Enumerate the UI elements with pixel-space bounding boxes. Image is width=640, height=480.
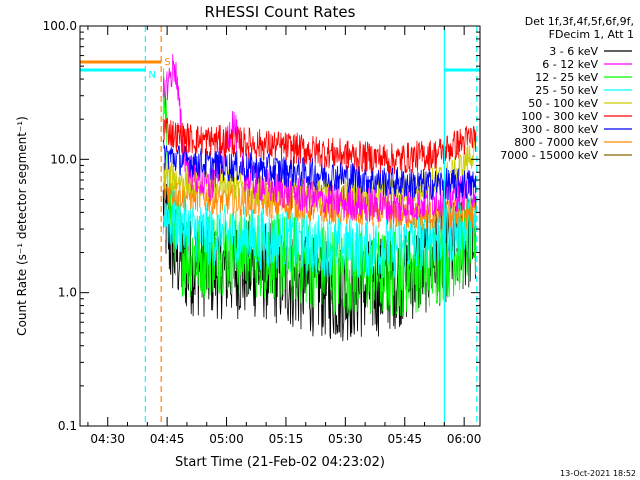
legend-entry-label: 800 - 7000 keV [514,136,598,149]
y-tick-label: 100.0 [43,19,77,33]
x-tick-label: 04:30 [90,432,125,446]
x-axis-label: Start Time (21-Feb-02 04:23:02) [175,455,385,470]
legend-entry-label: 50 - 100 keV [528,97,598,110]
x-tick-label: 04:45 [150,432,185,446]
trace-25-50-kev [162,190,477,279]
y-tick-label: 10.0 [50,152,77,166]
x-tick-label: 05:15 [269,432,304,446]
y-axis-label: Count Rate (s⁻¹ detector segment⁻¹) [15,116,29,336]
trace-6-12-kev [162,54,477,225]
plot-frame [79,25,481,427]
y-tick-label: 0.1 [58,419,77,433]
legend-entry-label: 100 - 300 keV [521,110,598,123]
legend-header-line-2: FDecim 1, Att 1 [549,28,634,41]
footer-timestamp: 13-Oct-2021 18:52 [560,469,636,478]
legend-entry-label: 3 - 6 keV [549,45,598,58]
legend-entry-label: 6 - 12 keV [542,58,598,71]
y-tick-label: 1.0 [58,286,77,300]
legend-entry-label: 7000 - 15000 keV [500,149,598,162]
x-tick-label: 06:00 [447,432,482,446]
x-tick-label: 05:30 [328,432,363,446]
legend-entry-label: 25 - 50 keV [535,84,598,97]
x-tick-label: 05:45 [387,432,422,446]
legend: Det 1f,3f,4f,5f,6f,9f, FDecim 1, Att 1 3… [500,15,634,162]
chart-title: RHESSI Count Rates [205,3,356,21]
interval-markers: SN [80,26,480,426]
legend-header-line-1: Det 1f,3f,4f,5f,6f,9f, [525,15,634,28]
legend-entry-label: 300 - 800 keV [521,123,598,136]
legend-entry-label: 12 - 25 keV [535,71,598,84]
axis-ticks: 0.1 1.0 10.0 100.0 04:30 04:45 05:00 05:15 05:30… [43,19,482,446]
trace-300-800-kev [162,139,477,201]
count-rate-traces [162,54,477,342]
interval-label: N [148,70,155,81]
interval-label: S [164,57,170,68]
trace-100-300-kev [162,117,477,175]
x-tick-label: 05:00 [209,432,244,446]
